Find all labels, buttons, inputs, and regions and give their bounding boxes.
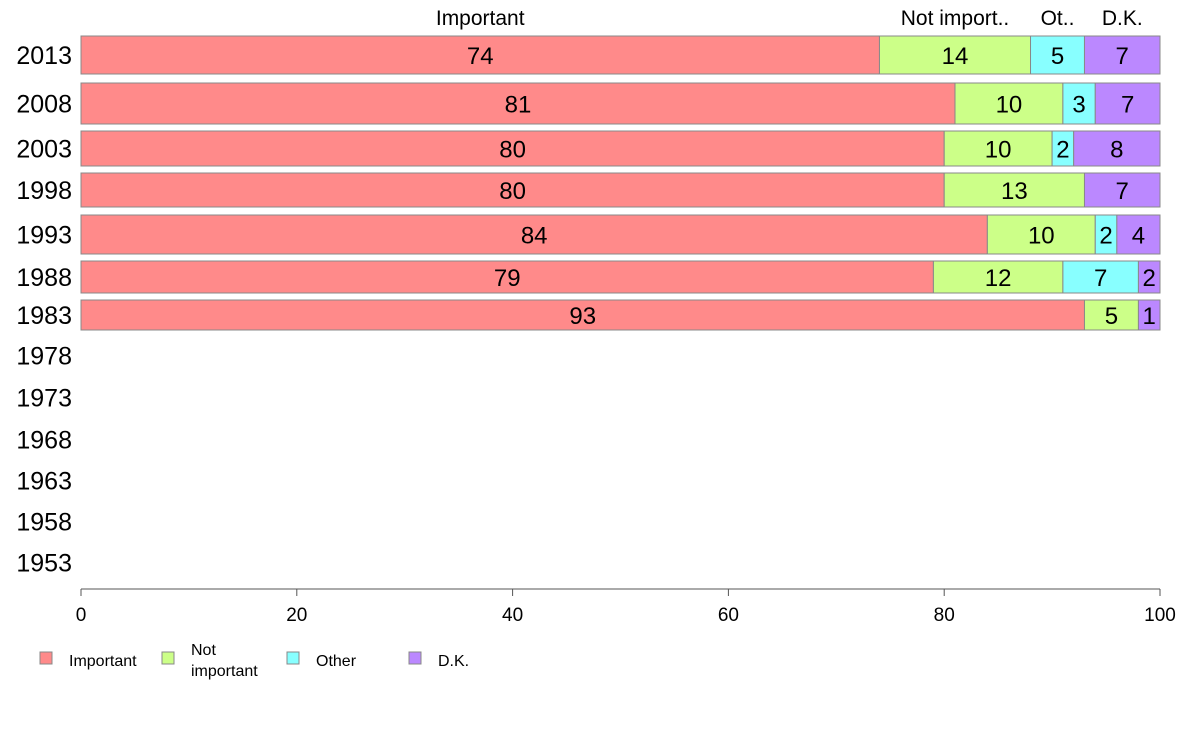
x-tick-label-0: 0 <box>76 605 87 626</box>
y-axis-labels: 2013 2008 2003 1998 1993 1988 1983 1978 1973 1968… <box>16 42 72 578</box>
x-tick-label-20: 20 <box>286 605 307 626</box>
bar-segment-1993-d-k- <box>1116 214 1161 255</box>
data-label-1993-important: 84 <box>521 223 548 250</box>
top-label-not-important: Not import.. <box>901 7 1010 30</box>
legend: Important Not important Other D.K. <box>39 642 469 680</box>
data-label-2008-d-k-: 7 <box>1121 92 1134 119</box>
data-label-1998-not-important: 13 <box>1001 178 1028 205</box>
y-tick-label-2003: 2003 <box>16 136 72 164</box>
data-label-2003-not-important: 10 <box>985 137 1012 164</box>
data-label-1988-other: 7 <box>1094 265 1107 292</box>
data-label-2008-not-important: 10 <box>996 92 1023 119</box>
x-tick-label-80: 80 <box>934 605 955 626</box>
bar-segment-2013-important <box>80 35 880 75</box>
bar-segment-2003-important <box>80 130 945 167</box>
legend-swatch-2 <box>286 651 300 665</box>
bar-segment-1988-d-k- <box>1137 260 1161 294</box>
x-tick-label-40: 40 <box>502 605 523 626</box>
data-label-1988-important: 79 <box>494 265 521 292</box>
bar-segment-2008-important <box>80 82 956 125</box>
legend-label-2: Other <box>316 653 357 670</box>
top-label-important: Important <box>436 7 525 30</box>
y-tick-label-2013: 2013 <box>16 42 72 70</box>
y-tick-label-1953: 1953 <box>16 550 72 578</box>
top-label-other: Ot.. <box>1041 7 1075 30</box>
bar-segment-2008-not-important <box>954 82 1064 125</box>
bar-segment-1983-important <box>80 299 1085 331</box>
bar-segment-1983-d-k- <box>1137 299 1161 331</box>
bar-segment-2013-other <box>1030 35 1085 75</box>
data-label-2008-other: 3 <box>1072 92 1085 119</box>
data-label-2003-d-k-: 8 <box>1110 137 1123 164</box>
y-tick-label-1958: 1958 <box>16 509 72 537</box>
legend-swatch-1 <box>161 651 175 665</box>
y-tick-label-1973: 1973 <box>16 385 72 413</box>
bar-segment-1998-important <box>80 172 945 208</box>
y-tick-label-1968: 1968 <box>16 427 72 455</box>
data-label-2013-d-k-: 7 <box>1116 43 1129 70</box>
bar-segment-1993-important <box>80 214 988 255</box>
bar-segment-1998-not-important <box>943 172 1085 208</box>
data-label-2003-other: 2 <box>1056 137 1069 164</box>
y-tick-label-1988: 1988 <box>16 264 72 292</box>
x-tick-label-100: 100 <box>1144 605 1176 626</box>
bar-segment-1983-not-important <box>1083 299 1139 331</box>
legend-label-1-line-0: Not <box>191 642 216 659</box>
data-label-2003-important: 80 <box>499 137 526 164</box>
data-label-1993-other: 2 <box>1099 223 1112 250</box>
y-tick-label-1983: 1983 <box>16 302 72 330</box>
y-tick-label-1963: 1963 <box>16 468 72 496</box>
data-label-2008-important: 81 <box>505 92 532 119</box>
bar-segment-2003-not-important <box>943 130 1053 167</box>
bar-segment-2003-d-k- <box>1073 130 1161 167</box>
bar-segment-2008-d-k- <box>1094 82 1161 125</box>
legend-label-3: D.K. <box>438 653 469 670</box>
data-label-1993-not-important: 10 <box>1028 223 1055 250</box>
bars-group: 74 14 5 781 10 3 780 10 2 880 13 784 10 2 479 12 7 293 5 1 <box>80 35 1161 331</box>
data-label-1998-d-k-: 7 <box>1116 178 1129 205</box>
data-label-2013-not-important: 14 <box>942 43 969 70</box>
bar-segment-2008-other <box>1062 82 1096 125</box>
x-axis: 0 20 40 60 80 100 <box>76 588 1176 626</box>
y-tick-label-1993: 1993 <box>16 222 72 250</box>
legend-swatch-0 <box>39 651 53 665</box>
bar-segment-1988-important <box>80 260 934 294</box>
legend-label-0: Important <box>69 653 137 670</box>
y-tick-label-2008: 2008 <box>16 91 72 119</box>
data-label-2013-other: 5 <box>1051 43 1064 70</box>
data-label-1983-important: 93 <box>569 303 596 330</box>
legend-label-1-line-1: important <box>191 663 258 680</box>
top-label-d-k-: D.K. <box>1102 7 1143 30</box>
bar-segment-2013-d-k- <box>1083 35 1161 75</box>
bar-segment-2013-not-important <box>878 35 1032 75</box>
y-tick-label-1998: 1998 <box>16 177 72 205</box>
x-tick-label-60: 60 <box>718 605 739 626</box>
data-label-2013-important: 74 <box>467 43 494 70</box>
data-label-1983-d-k-: 1 <box>1143 303 1156 330</box>
data-label-1993-d-k-: 4 <box>1132 223 1145 250</box>
data-label-1983-not-important: 5 <box>1105 303 1118 330</box>
data-label-1998-important: 80 <box>499 178 526 205</box>
bar-segment-1993-not-important <box>986 214 1096 255</box>
top-series-labels: Important Not import.. Ot.. D.K. <box>436 7 1143 30</box>
data-label-1988-not-important: 12 <box>985 265 1012 292</box>
bar-segment-1998-d-k- <box>1083 172 1161 208</box>
y-tick-label-1978: 1978 <box>16 343 72 371</box>
data-label-1988-d-k-: 2 <box>1143 265 1156 292</box>
legend-swatch-3 <box>408 651 422 665</box>
